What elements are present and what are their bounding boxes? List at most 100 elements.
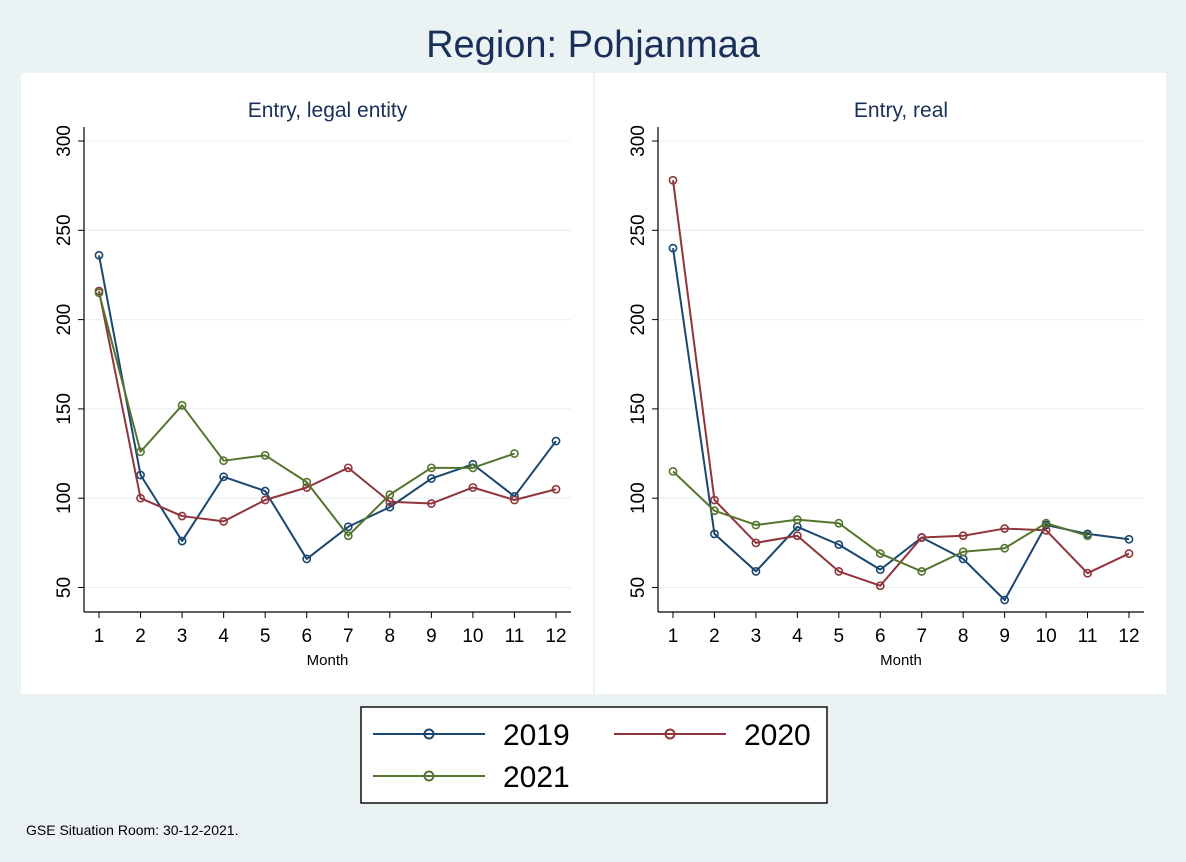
data-point-2021 [136, 447, 145, 457]
series-line-2020 [98, 290, 557, 523]
data-point-2019 [834, 540, 844, 550]
data-point-2020 [917, 533, 927, 542]
y-tick-label: 200 [628, 304, 649, 336]
data-point-2021 [385, 490, 395, 500]
x-tick-label: 10 [1036, 626, 1057, 647]
data-point-2019 [177, 536, 187, 546]
data-point-2021 [917, 567, 927, 576]
y-tick-label: 50 [54, 577, 75, 598]
panel-title: Entry, real [854, 99, 948, 122]
x-tick-label: 4 [792, 626, 803, 647]
data-point-2020 [343, 463, 353, 473]
data-point-2021 [1041, 518, 1051, 528]
data-point-2020 [510, 495, 519, 505]
y-tick-label: 250 [628, 214, 649, 246]
data-point-2020 [177, 511, 187, 521]
series-line-2019 [672, 248, 1130, 602]
y-tick-label: 150 [54, 393, 75, 425]
data-point-2020 [1124, 549, 1134, 558]
data-point-2020 [834, 567, 844, 576]
x-tick-label: 9 [999, 626, 1010, 647]
data-point-2021 [177, 400, 187, 410]
x-axis-label: Month [880, 652, 922, 669]
legend-label-2021: 2021 [503, 761, 570, 794]
panel-entry-legal-entity: Entry, legal entity 50 100 150 200 250 300 1 2 3 4… [21, 73, 593, 694]
data-point-2021 [302, 477, 312, 487]
data-point-2020 [710, 495, 719, 505]
data-point-2021 [468, 463, 478, 473]
x-tick-label: 3 [751, 626, 762, 647]
x-tick-label: 8 [958, 626, 969, 647]
data-point-2021 [219, 456, 229, 466]
data-point-2019 [385, 502, 395, 512]
data-point-2020 [468, 483, 478, 492]
data-point-2019 [426, 474, 436, 483]
data-point-2021 [510, 449, 519, 458]
data-point-2019 [219, 472, 229, 482]
series-line-2021 [98, 292, 515, 537]
data-point-2019 [136, 470, 145, 480]
data-point-2021 [1083, 531, 1092, 541]
data-point-2019 [260, 486, 270, 496]
data-point-2019 [343, 522, 353, 532]
y-tick-label: 250 [54, 214, 75, 246]
y-tick-label: 150 [628, 393, 649, 425]
data-point-2021 [834, 518, 844, 528]
data-point-2021 [751, 520, 761, 530]
legend-marker-2020 [664, 728, 676, 740]
series-line-2021 [672, 470, 1088, 573]
x-tick-label: 3 [177, 626, 188, 647]
legend-label-2019: 2019 [503, 719, 570, 752]
data-point-2021 [710, 506, 719, 516]
data-point-2020 [219, 517, 229, 526]
data-point-2021 [668, 467, 678, 476]
data-point-2019 [751, 567, 761, 576]
x-tick-label: 9 [426, 626, 437, 647]
data-point-2020 [875, 581, 885, 591]
y-tick-label: 300 [54, 125, 75, 157]
x-tick-label: 2 [135, 626, 146, 647]
data-point-2021 [260, 450, 270, 460]
data-point-2019 [302, 554, 312, 564]
y-tick-label: 50 [628, 577, 649, 598]
data-point-2021 [1000, 543, 1010, 553]
x-tick-label: 8 [385, 626, 396, 647]
x-tick-label: 10 [462, 626, 483, 647]
data-point-2020 [551, 484, 561, 494]
x-tick-label: 11 [1078, 626, 1098, 647]
legend-label-2020: 2020 [744, 719, 811, 752]
figure-title: Region: Pohjanmaa [426, 24, 761, 66]
data-point-2020 [751, 538, 761, 548]
data-point-2019 [875, 565, 885, 575]
y-tick-label: 200 [54, 304, 75, 336]
data-point-2020 [1000, 524, 1010, 533]
x-tick-label: 12 [545, 626, 566, 647]
data-point-2020 [958, 531, 968, 541]
data-point-2021 [875, 549, 885, 558]
y-tick-label: 100 [54, 482, 75, 514]
x-tick-label: 2 [709, 626, 720, 647]
panel-background [21, 73, 593, 694]
data-point-2019 [551, 436, 561, 446]
data-point-2020 [260, 495, 270, 505]
x-tick-label: 7 [343, 626, 354, 647]
data-point-2019 [710, 529, 719, 539]
data-point-2020 [1083, 568, 1092, 578]
legend-marker-2021 [423, 770, 435, 782]
legend-box [360, 706, 828, 804]
x-tick-label: 4 [218, 626, 229, 647]
panel-background [595, 73, 1166, 694]
x-tick-label: 5 [834, 626, 845, 647]
data-point-2019 [94, 250, 104, 260]
x-tick-label: 6 [301, 626, 312, 647]
data-point-2019 [1000, 595, 1010, 605]
legend: 2019 2020 2021 [360, 706, 828, 804]
panel-title: Entry, legal entity [248, 99, 408, 122]
data-point-2021 [343, 531, 353, 541]
y-tick-label: 300 [628, 125, 649, 157]
data-point-2021 [94, 288, 104, 298]
x-tick-label: 5 [260, 626, 271, 647]
data-point-2021 [958, 547, 968, 557]
data-point-2021 [426, 463, 436, 473]
source-note: GSE Situation Room: 30-12-2021. [26, 822, 238, 838]
